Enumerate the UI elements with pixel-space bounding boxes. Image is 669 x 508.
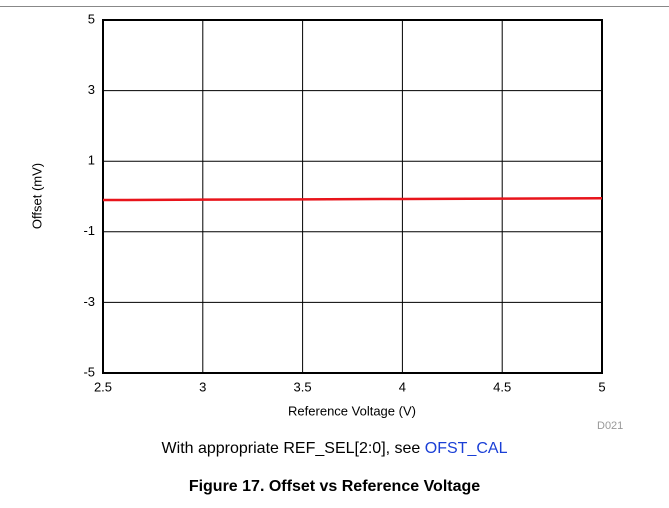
data-line [102, 197, 603, 202]
plot-frame [102, 19, 603, 374]
caption-text: With appropriate REF_SEL[2:0], see [161, 440, 425, 457]
caption-link[interactable]: OFST_CAL [424, 440, 508, 457]
x-tick-label: 5 [598, 379, 605, 394]
x-axis-label: Reference Voltage (V) [288, 403, 416, 418]
x-tick-label: 4 [399, 379, 406, 394]
y-axis-label: Offset (mV) [29, 163, 44, 229]
chart: Reference Voltage (V) Offset (mV) D021 -… [29, 11, 623, 430]
y-tick-label: -3 [83, 294, 95, 309]
figure-title: Figure 17. Offset vs Reference Voltage [188, 478, 481, 495]
x-tick-label: 4.5 [493, 379, 511, 394]
y-tick-label: -1 [83, 223, 95, 238]
figure-id: D021 [597, 420, 623, 430]
caption: With appropriate REF_SEL[2:0], see OFST_… [0, 440, 669, 458]
x-tick-label: 3.5 [294, 379, 312, 394]
y-tick-label: -5 [83, 364, 95, 379]
y-tick-label: 1 [88, 153, 95, 168]
x-tick-label: 2.5 [94, 379, 112, 394]
y-tick-label: 5 [88, 11, 95, 26]
x-tick-label: 3 [199, 379, 206, 394]
y-tick-label: 3 [88, 82, 95, 97]
rule [0, 6, 669, 7]
